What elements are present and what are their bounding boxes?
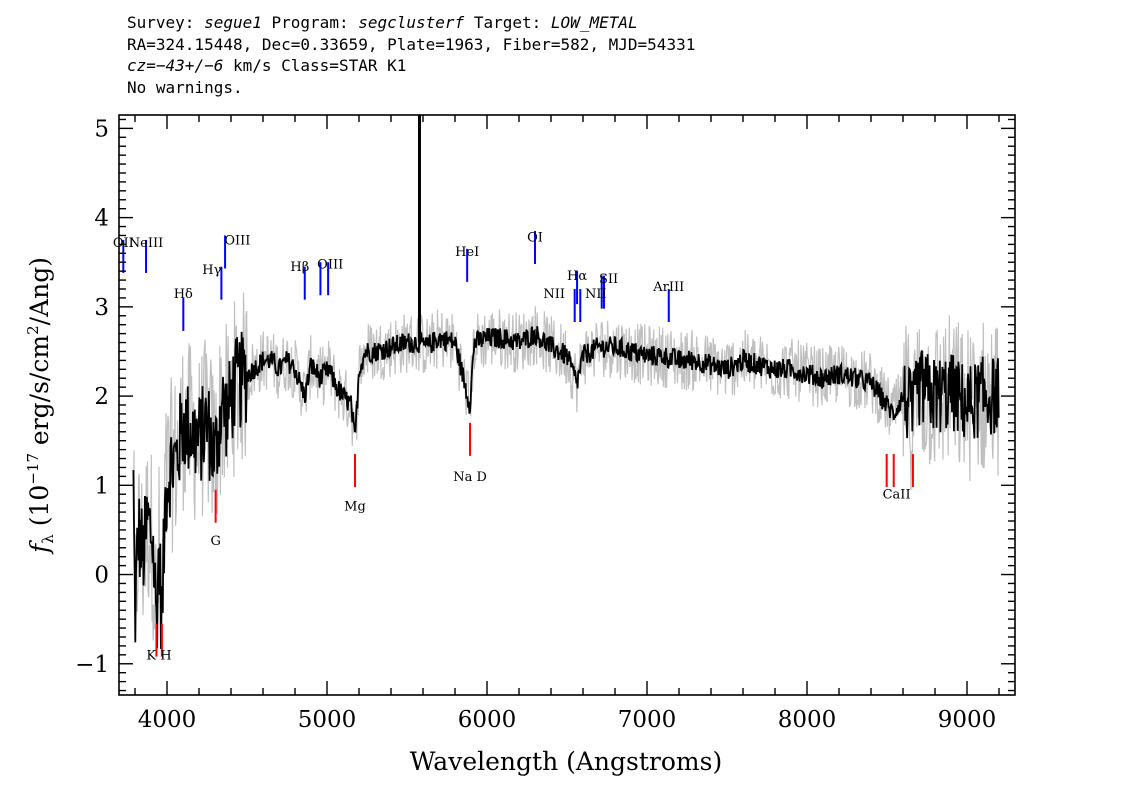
spectral-line-label: NII [585,287,607,302]
header-line-redshift: cz=−43+/−6 km/s Class=STAR K1 [127,55,695,77]
header-line-warnings: No warnings. [127,77,243,97]
spectral-line-label: G [210,534,220,549]
spectrum-header: Survey: segue1 Program: segclusterf Targ… [127,12,695,98]
survey-label: Survey: [127,13,195,32]
spectral-line-markers [122,231,914,657]
svg-text:fλ (10−17 erg/s/cm2/Ang): fλ (10−17 erg/s/cm2/Ang) [24,257,57,555]
header-line-coordinates: RA=324.15448, Dec=0.33659, Plate=1963, F… [127,34,696,54]
spectral-line-label: Hα [567,269,587,284]
y-tick-label: 5 [94,116,109,142]
spectral-line-label: SII [599,272,618,287]
spectral-line-label: OIII [317,257,343,272]
y-tick-label: 1 [94,473,109,499]
spectral-line-label: ArIII [652,280,684,295]
x-tick-label: 6000 [458,707,517,733]
x-tick-label: 7000 [618,707,677,733]
spectral-line-label: Hδ [174,287,193,302]
spectral-line-label: NII [543,287,565,302]
x-tick-label: 9000 [938,707,997,733]
spectral-line-label: OII [113,236,134,251]
flux-line [132,326,1000,650]
spectral-line-label: K H [146,648,171,663]
plot-axes: 4000 5000 6000 7000 8000 9000 −1 0 1 2 3 4 5 [75,114,1016,733]
y-tick-label: −1 [75,652,109,678]
program-label: Program: [271,13,349,32]
spectral-line-label: CaII [883,488,911,503]
class-text: km/s Class=STAR K1 [223,56,407,75]
y-tick-label: 0 [94,563,109,589]
error-band [132,292,1000,641]
cz-value: −43+/−6 [155,56,224,75]
error-line [132,292,1000,641]
flux-series [132,115,1000,650]
spectral-line-label: OI [527,231,543,246]
spectral-line-label: Hβ [290,260,309,275]
y-tick-label: 4 [94,206,109,232]
spectral-line-label: Na D [453,470,487,485]
cz-label: cz= [127,56,156,75]
header-line-survey: Survey: segue1 Program: segclusterf Targ… [127,12,695,34]
program-value: segclusterf [358,13,465,32]
target-value: LOW_METAL [550,13,638,32]
spectral-line-label: HeI [455,245,479,260]
y-axis-label: fλ (10−17 erg/s/cm2/Ang) [24,257,57,555]
y-tick-label: 2 [94,384,109,410]
x-tick-label: 4000 [138,707,197,733]
spectral-line-label: OIII [224,233,250,248]
y-tick-label: 3 [94,295,109,321]
target-label: Target: [473,13,542,32]
spectral-line-label: Hγ [202,263,221,278]
spectral-line-label: Mg [344,499,366,514]
x-tick-label: 5000 [298,707,357,733]
spectral-line-label: NeIII [129,236,163,251]
x-axis-label: Wavelength (Angstroms) [410,747,722,776]
survey-value: segue1 [204,13,262,32]
x-tick-label: 8000 [778,707,837,733]
